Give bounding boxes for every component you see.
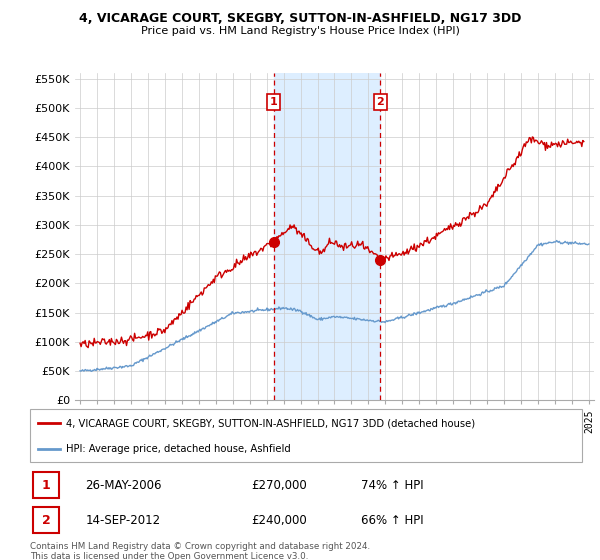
Text: £270,000: £270,000: [251, 479, 307, 492]
Bar: [274, 73, 380, 400]
Text: 26-MAY-2006: 26-MAY-2006: [85, 479, 162, 492]
FancyBboxPatch shape: [33, 507, 59, 533]
FancyBboxPatch shape: [33, 472, 59, 498]
Text: 4, VICARAGE COURT, SKEGBY, SUTTON-IN-ASHFIELD, NG17 3DD: 4, VICARAGE COURT, SKEGBY, SUTTON-IN-ASH…: [79, 12, 521, 25]
Text: 4, VICARAGE COURT, SKEGBY, SUTTON-IN-ASHFIELD, NG17 3DD (detached house): 4, VICARAGE COURT, SKEGBY, SUTTON-IN-ASH…: [66, 418, 475, 428]
Text: Price paid vs. HM Land Registry's House Price Index (HPI): Price paid vs. HM Land Registry's House …: [140, 26, 460, 36]
Text: 2: 2: [377, 97, 385, 107]
Text: £240,000: £240,000: [251, 514, 307, 526]
Text: 2: 2: [41, 514, 50, 526]
Text: 1: 1: [41, 479, 50, 492]
Text: Contains HM Land Registry data © Crown copyright and database right 2024.
This d: Contains HM Land Registry data © Crown c…: [30, 542, 370, 560]
Text: 1: 1: [270, 97, 278, 107]
Text: 14-SEP-2012: 14-SEP-2012: [85, 514, 160, 526]
FancyBboxPatch shape: [30, 409, 582, 462]
Text: 66% ↑ HPI: 66% ↑ HPI: [361, 514, 424, 526]
Text: HPI: Average price, detached house, Ashfield: HPI: Average price, detached house, Ashf…: [66, 444, 290, 454]
Text: 74% ↑ HPI: 74% ↑ HPI: [361, 479, 424, 492]
